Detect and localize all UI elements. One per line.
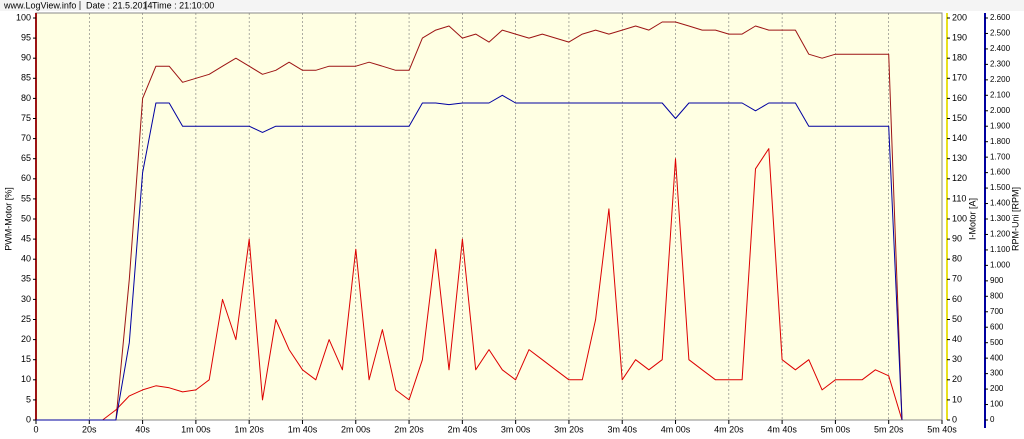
y3-tick-label: 100 [990,400,1004,409]
y3-tick-label: 1.100 [990,245,1011,254]
y2-tick-label: 0 [952,414,957,424]
y3-tick-label: 2.200 [990,75,1011,84]
x-tick-label: 3m 40s [607,424,637,434]
x-tick-label: 40s [135,424,150,434]
y-tick-label: 5 [26,394,31,404]
y3-tick-label: 1.500 [990,183,1011,192]
y2-tick-label: 100 [952,213,967,223]
y2-tick-label: 180 [952,53,967,63]
x-tick-label: 2m 20s [394,424,424,434]
y3-tick-label: 1.300 [990,214,1011,223]
y2-tick-label: 70 [952,274,962,284]
y3-tick-label: 2.600 [990,13,1011,22]
y2-tick-label: 190 [952,32,967,42]
y3-tick-label: 300 [990,369,1004,378]
y-tick-label: 90 [21,53,31,63]
y3-tick-label: 1.700 [990,152,1011,161]
y-axis-label: PWM-Motor [%] [3,187,13,251]
y-tick-label: 100 [16,12,31,22]
y-tick-label: 30 [21,294,31,304]
y3-tick-label: 800 [990,291,1004,300]
series-line [36,21,903,421]
y3-tick-label: 600 [990,322,1004,331]
y2-tick-label: 140 [952,133,967,143]
y3-tick-label: 1.800 [990,137,1011,146]
series-line [36,94,903,421]
y-tick-label: 40 [21,254,31,264]
y2-tick-label: 10 [952,394,962,404]
y-tick-label: 65 [21,153,31,163]
y3-tick-label: 900 [990,276,1004,285]
y-tick-label: 85 [21,73,31,83]
header-time: Time : 21:10:00 [152,0,214,10]
y-tick-label: 35 [21,274,31,284]
y-tick-label: 60 [21,173,31,183]
header-site: www.LogView.info [3,0,76,10]
x-tick-label: 1m 40s [288,424,318,434]
x-tick-label: 5m 20s [874,424,904,434]
y3-tick-label: 1.900 [990,121,1011,130]
y2-tick-label: 30 [952,354,962,364]
y2-tick-label: 160 [952,93,967,103]
y2-tick-label: 170 [952,73,967,83]
x-tick-label: 3m 20s [554,424,584,434]
y-tick-label: 0 [26,414,31,424]
y3-tick-label: 500 [990,338,1004,347]
x-tick-label: 3m 00s [501,424,531,434]
y2-tick-label: 80 [952,254,962,264]
x-tick-label: 5m 00s [821,424,851,434]
header-bar [0,0,1024,11]
y-tick-label: 45 [21,233,31,243]
y2-tick-label: 20 [952,374,962,384]
y2-tick-label: 150 [952,113,967,123]
x-tick-label: 2m 00s [341,424,371,434]
x-tick-label: 4m 40s [767,424,797,434]
y-tick-label: 95 [21,32,31,42]
x-tick-label: 5m 40s [927,424,957,434]
y2-tick-label: 110 [952,193,966,203]
y2-tick-label: 60 [952,294,962,304]
y2-tick-label: 120 [952,173,967,183]
series-line [36,148,903,421]
y-tick-label: 80 [21,93,31,103]
x-tick-label: 1m 00s [181,424,211,434]
y-tick-label: 75 [21,113,31,123]
y3-tick-label: 1.600 [990,168,1011,177]
y2-tick-label: 130 [952,153,967,163]
header-date: Date : 21.5.2014 [86,0,153,10]
y3-tick-label: 200 [990,384,1004,393]
y3-tick-label: 1.400 [990,199,1011,208]
x-tick-label: 0 [33,424,38,434]
y2-axis-label: I-Motor [A] [967,198,977,240]
y2-tick-label: 200 [952,12,967,22]
y3-tick-label: 400 [990,353,1004,362]
y2-tick-label: 40 [952,334,962,344]
y-tick-label: 55 [21,193,31,203]
y-tick-label: 15 [21,354,31,364]
y-tick-label: 70 [21,133,31,143]
plot-area [35,12,943,421]
y-tick-label: 25 [21,314,31,324]
y-tick-label: 50 [21,213,31,223]
x-tick-label: 20s [82,424,97,434]
x-tick-label: 2m 40s [448,424,478,434]
y3-tick-label: 2.100 [990,90,1011,99]
y3-tick-label: 2.300 [990,59,1011,68]
y2-tick-label: 90 [952,233,962,243]
x-tick-label: 1m 20s [234,424,264,434]
y3-tick-label: 2.400 [990,44,1011,53]
y-tick-label: 20 [21,334,31,344]
y-tick-label: 10 [21,374,31,384]
y3-axis-label: RPM-Uni [RPM] [1010,187,1020,251]
y3-tick-label: 1.000 [990,260,1011,269]
y3-tick-label: 700 [990,307,1004,316]
y3-tick-label: 2.500 [990,29,1011,38]
x-tick-label: 4m 20s [714,424,744,434]
x-tick-label: 4m 00s [661,424,691,434]
y2-tick-label: 50 [952,314,962,324]
y3-tick-label: 0 [990,415,995,424]
y3-tick-label: 2.000 [990,106,1011,115]
y3-tick-label: 1.200 [990,230,1011,239]
